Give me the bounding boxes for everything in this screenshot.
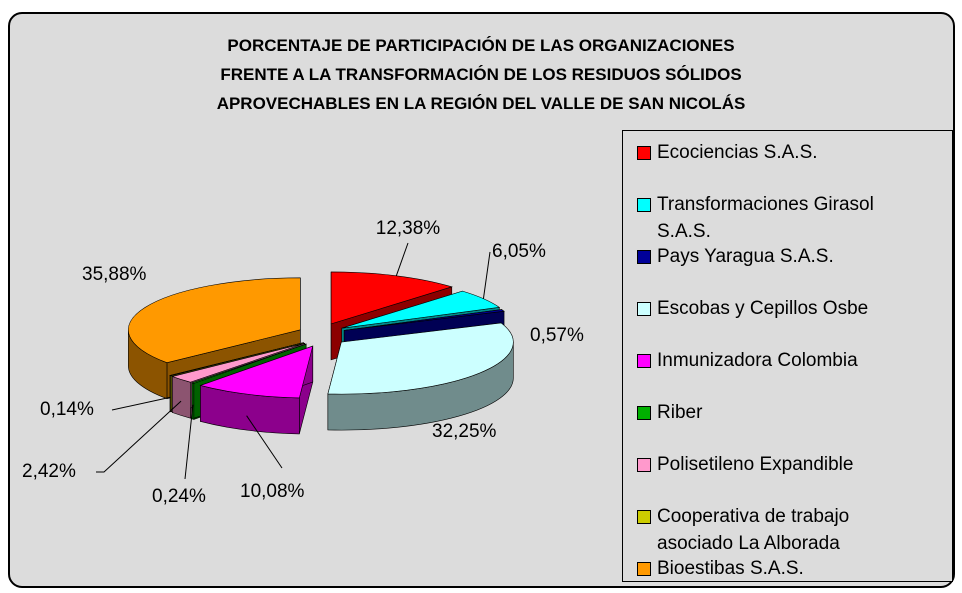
legend-item: Inmunizadora Colombia	[637, 347, 917, 374]
legend-swatch	[637, 250, 651, 264]
chart-title: FRENTE A LA TRANSFORMACIÓN DE LOS RESIDU…	[220, 65, 742, 84]
data-label: 0,57%	[530, 325, 584, 346]
slice	[199, 345, 314, 435]
legend-swatch	[637, 146, 651, 160]
leader-line	[111, 396, 171, 411]
leader-line	[184, 404, 194, 480]
leader-line	[246, 415, 283, 469]
slice-top	[199, 345, 314, 399]
legend-label: Transformaciones Girasol S.A.S.	[657, 194, 874, 242]
slice-wall	[172, 376, 191, 419]
data-label: 0,14%	[40, 399, 94, 420]
data-label: 32,25%	[432, 421, 497, 442]
slice-top	[169, 342, 304, 377]
data-label: 2,42%	[22, 461, 76, 482]
data-label: 0,24%	[152, 486, 206, 507]
leader-line	[96, 400, 182, 473]
legend-item: Cooperativa de trabajo asociado La Albor…	[637, 503, 917, 557]
slice-top	[327, 322, 514, 395]
legend-item: Ecociencias S.A.S.	[637, 139, 917, 166]
legend-swatch	[637, 562, 651, 576]
legend-swatch	[637, 354, 651, 368]
slice-top	[330, 271, 453, 325]
legend-item: Polisetileno Expandible	[637, 451, 917, 478]
data-label: 6,05%	[492, 241, 546, 262]
legend-label: Pays Yaragua S.A.S.	[657, 246, 834, 267]
slice-top	[344, 309, 505, 331]
legend-swatch	[637, 406, 651, 420]
data-label: 35,88%	[82, 264, 147, 285]
chart-title: APROVECHABLES EN LA REGIÓN DEL VALLE DE …	[216, 94, 746, 113]
legend-swatch	[637, 458, 651, 472]
slice	[327, 322, 514, 431]
leader-line	[482, 251, 491, 299]
chart-title: PORCENTAJE DE PARTICIPACIÓN DE LAS ORGAN…	[227, 36, 735, 55]
leader-line	[395, 242, 409, 276]
slice-top	[128, 277, 301, 363]
legend-item: Pays Yaragua S.A.S.	[637, 243, 917, 270]
legend-label: Cooperativa de trabajo asociado La Albor…	[657, 506, 850, 554]
slice-top	[190, 343, 307, 384]
legend-label: Riber	[657, 402, 703, 423]
legend-label: Bioestibas S.A.S.	[657, 558, 804, 579]
legend-label: Ecociencias S.A.S.	[657, 142, 818, 163]
legend-swatch	[637, 302, 651, 316]
legend: Ecociencias S.A.S. Transformaciones Giras…	[622, 130, 953, 582]
data-label: 10,08%	[240, 481, 305, 502]
legend-item: Riber	[637, 399, 917, 426]
legend-swatch	[637, 198, 651, 212]
slice-top	[171, 343, 305, 383]
legend-item: Bioestibas S.A.S.	[637, 555, 917, 582]
data-label: 12,38%	[376, 218, 441, 239]
legend-label: Escobas y Cepillos Osbe	[657, 298, 869, 319]
legend-item: Transformaciones Girasol S.A.S.	[637, 191, 917, 245]
legend-swatch	[637, 510, 651, 524]
legend-label: Polisetileno Expandible	[657, 454, 854, 475]
legend-item: Escobas y Cepillos Osbe	[637, 295, 917, 322]
legend-label: Inmunizadora Colombia	[657, 350, 858, 371]
slice-wall	[169, 375, 172, 413]
